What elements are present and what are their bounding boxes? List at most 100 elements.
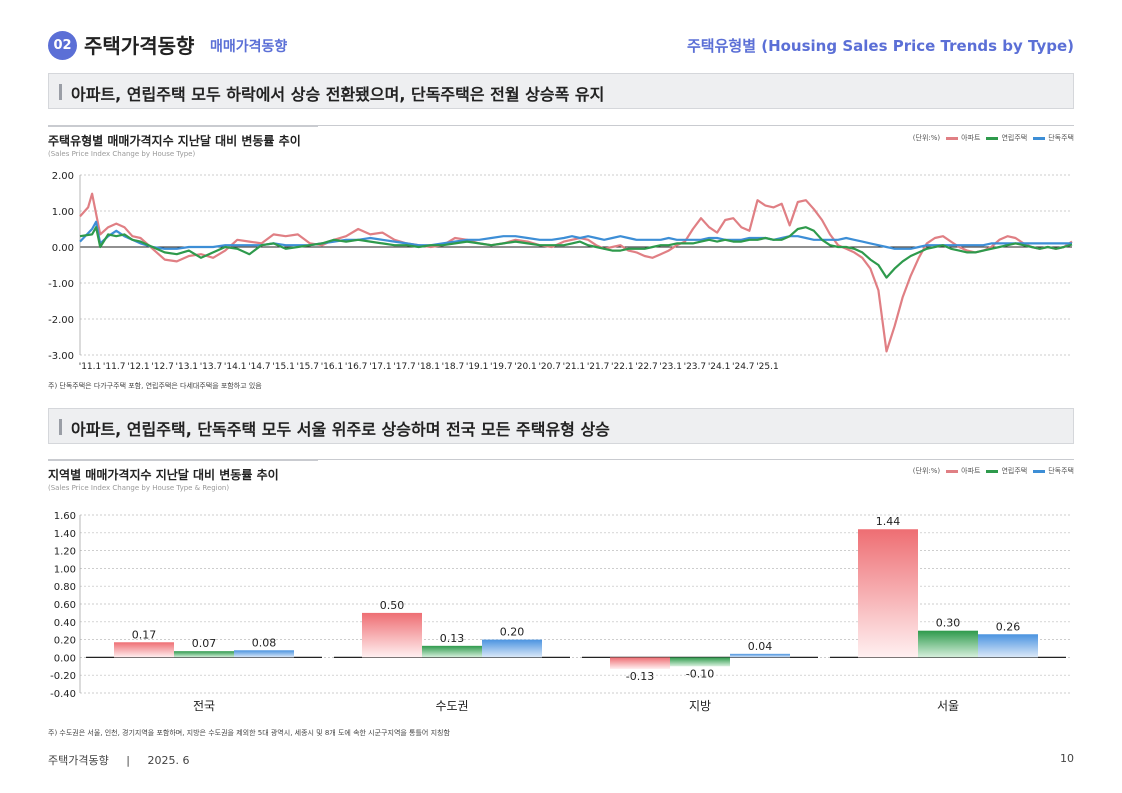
data-label: 0.17 — [132, 628, 157, 641]
x-tick-label: '22.7 — [635, 362, 658, 372]
chart1-legend: (단위:%) 아파트 연립주택 단독주택 — [913, 133, 1074, 143]
series-line-row — [79, 226, 1073, 279]
y-tick-label: 1.60 — [54, 511, 76, 522]
data-label: 0.20 — [500, 626, 525, 639]
x-tick-label: '17.1 — [369, 362, 392, 372]
bar-apt — [858, 529, 918, 658]
data-label: 0.13 — [440, 632, 465, 645]
series-line-det — [79, 220, 1072, 250]
x-tick-label: '15.7 — [296, 362, 319, 372]
data-label: 0.08 — [252, 636, 277, 649]
y-tick-label: 1.00 — [54, 564, 76, 575]
legend-item-det: 단독주택 — [1033, 133, 1074, 143]
y-tick-label: 0.80 — [54, 582, 76, 593]
legend-swatch-row — [986, 469, 999, 473]
headline-text-2: 아파트, 연립주택, 단독주택 모두 서울 위주로 상승하며 전국 모든 주택유… — [71, 420, 610, 439]
page-title: 주택가격동향 — [84, 34, 195, 58]
data-label: -0.10 — [686, 667, 714, 680]
chart1-top-rule — [48, 125, 1074, 126]
x-tick-label: '11.1 — [79, 362, 102, 372]
banner-accent-bar — [59, 84, 62, 100]
bar-row — [174, 651, 234, 658]
legend-swatch-det — [1033, 136, 1046, 140]
bar-det — [978, 634, 1038, 658]
x-tick-label: '22.1 — [611, 362, 634, 372]
footer-title: 주택가격동향 — [48, 754, 109, 767]
bar-row — [422, 645, 482, 658]
chart2-top-rule — [48, 459, 1074, 460]
y-tick-label: -0.20 — [50, 671, 76, 682]
legend-swatch-det — [1033, 469, 1046, 473]
y-tick-label: 0.00 — [52, 243, 74, 254]
y-tick-label: -2.00 — [48, 315, 74, 326]
x-tick-label: '12.1 — [127, 362, 150, 372]
y-tick-label: -3.00 — [48, 351, 74, 362]
bar-row — [670, 657, 730, 667]
chart1-top-rule-accent — [48, 125, 318, 127]
legend-label-row: 연립주택 — [1001, 134, 1028, 142]
legend-item-apt: 아파트 — [946, 466, 980, 476]
x-tick-label: '19.1 — [466, 362, 489, 372]
chart2-footnote: 주) 수도권은 서울, 인천, 경기지역을 포함하며, 지방은 수도권을 제외한… — [48, 729, 450, 737]
x-tick-label: '15.1 — [272, 362, 295, 372]
x-tick-label: '17.7 — [393, 362, 416, 372]
y-tick-label: 0.40 — [54, 618, 76, 629]
chart1-footnote: 주) 단독주택은 다가구주택 포함, 연립주택은 다세대주택을 포함하고 있음 — [48, 382, 262, 390]
x-tick-label: '12.7 — [151, 362, 174, 372]
x-tick-label: '21.1 — [563, 362, 586, 372]
x-tick-label: '14.1 — [224, 362, 247, 372]
y-tick-label: -1.00 — [48, 279, 74, 290]
x-tick-label: '18.1 — [417, 362, 440, 372]
category-label: 전국 — [193, 699, 215, 713]
legend-label-det: 단독주택 — [1048, 134, 1074, 142]
bar-apt — [362, 612, 422, 658]
chart2-legend: (단위:%) 아파트 연립주택 단독주택 — [913, 466, 1074, 476]
legend-unit: (단위:%) — [912, 467, 941, 475]
y-tick-label: 1.00 — [52, 207, 74, 218]
headline-text-1: 아파트, 연립주택 모두 하락에서 상승 전환됐으며, 단독주택은 전월 상승폭… — [71, 85, 605, 104]
legend-label-det: 단독주택 — [1048, 467, 1074, 475]
headline-banner-2: 아파트, 연립주택, 단독주택 모두 서울 위주로 상승하며 전국 모든 주택유… — [48, 408, 1074, 444]
x-tick-label: '16.7 — [345, 362, 368, 372]
legend-item-row: 연립주택 — [986, 133, 1027, 143]
category-label: 서울 — [937, 699, 959, 713]
bar-det — [730, 653, 790, 658]
y-tick-label: -0.40 — [50, 689, 76, 700]
headline-banner-1: 아파트, 연립주택 모두 하락에서 상승 전환됐으며, 단독주택은 전월 상승폭… — [48, 73, 1074, 109]
x-tick-label: '13.7 — [200, 362, 223, 372]
x-tick-label: '21.7 — [587, 362, 610, 372]
legend-swatch-row — [986, 136, 999, 140]
x-tick-label: '24.1 — [708, 362, 731, 372]
bar-det — [234, 650, 294, 658]
page-number: 10 — [1060, 752, 1074, 765]
x-tick-label: '13.1 — [176, 362, 199, 372]
legend-unit: (단위:%) — [912, 134, 941, 142]
chart2-top-rule-accent — [48, 459, 318, 461]
data-label: 0.07 — [192, 637, 217, 650]
category-label: 수도권 — [435, 699, 468, 713]
chart1-subtitle: (Sales Price Index Change by House Type) — [48, 150, 196, 158]
y-tick-label: 2.00 — [52, 171, 74, 182]
category-label: 지방 — [689, 699, 711, 713]
data-label: 0.30 — [936, 617, 961, 630]
x-tick-label: '18.7 — [442, 362, 465, 372]
data-label: 0.26 — [996, 620, 1021, 633]
legend-label-row: 연립주택 — [1001, 467, 1028, 475]
header-right-title: 주택유형별 (Housing Sales Price Trends by Typ… — [687, 37, 1074, 55]
series-line-apt — [79, 192, 1073, 353]
bar-det — [482, 639, 542, 658]
legend-item-apt: 아파트 — [946, 133, 980, 143]
y-tick-label: 1.20 — [54, 547, 76, 558]
y-tick-label: 1.40 — [54, 529, 76, 540]
x-tick-label: '25.1 — [756, 362, 779, 372]
page-subtitle: 매매가격동향 — [210, 39, 288, 55]
x-tick-label: '11.7 — [103, 362, 126, 372]
x-tick-label: '23.7 — [684, 362, 707, 372]
footer-info: 주택가격동향 | 2025. 6 — [48, 752, 189, 768]
bar-apt — [610, 657, 670, 669]
x-tick-label: '16.1 — [321, 362, 344, 372]
legend-item-det: 단독주택 — [1033, 466, 1074, 476]
chart1-title: 주택유형별 매매가격지수 지난달 대비 변동률 추이 — [48, 134, 301, 148]
data-label: 0.50 — [380, 599, 405, 612]
